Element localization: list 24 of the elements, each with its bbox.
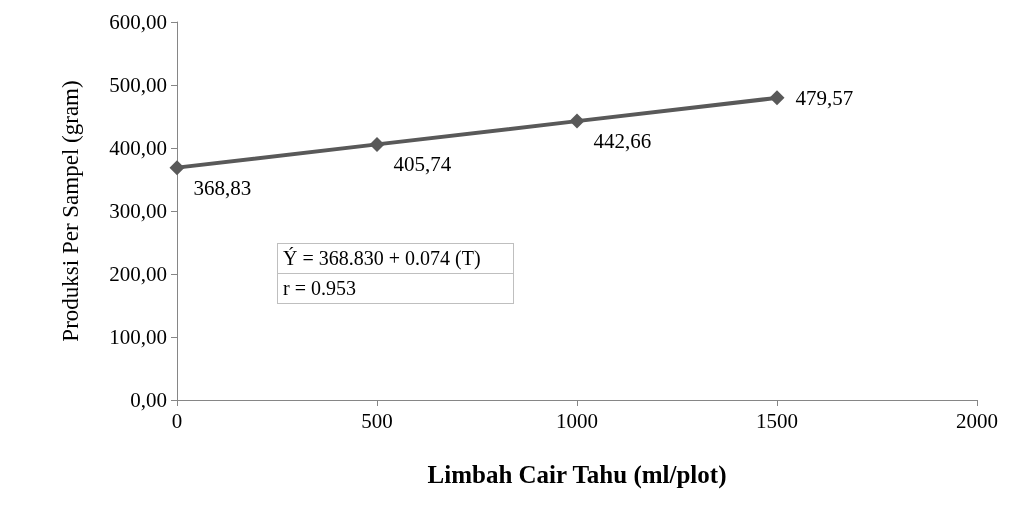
- point: [369, 136, 385, 152]
- data-label: 442,66: [593, 129, 652, 154]
- y-axis-title: Produksi Per Sampel (gram): [58, 80, 83, 342]
- data-label: 368,83: [193, 175, 252, 200]
- point: [569, 113, 585, 129]
- annotation: Ý = 368.830 + 0.074 (T): [282, 246, 482, 272]
- y-tick-label: 200,00: [109, 262, 167, 286]
- x-axis-title: Limbah Cair Tahu (ml/plot): [427, 461, 727, 489]
- x-tick-label: 1000: [556, 408, 598, 433]
- x-tick-label: 500: [361, 408, 393, 433]
- x-tick-label: 0: [171, 408, 183, 433]
- y-tick-label: 0,00: [130, 388, 167, 412]
- annotation: r = 0.953: [278, 273, 513, 303]
- y-tick-label: 400,00: [109, 136, 167, 160]
- data-label: 479,57: [795, 85, 854, 110]
- y-tick-label: 100,00: [109, 325, 167, 349]
- x-tick-label: 1500: [756, 408, 798, 433]
- y-tick-label: 500,00: [109, 73, 167, 97]
- y-tick-label: 600,00: [109, 10, 167, 34]
- point: [769, 90, 785, 106]
- point: [169, 160, 185, 176]
- x-tick-label: 2000: [956, 408, 998, 433]
- data-label: 405,74: [393, 152, 452, 177]
- y-tick-label: 300,00: [109, 199, 167, 223]
